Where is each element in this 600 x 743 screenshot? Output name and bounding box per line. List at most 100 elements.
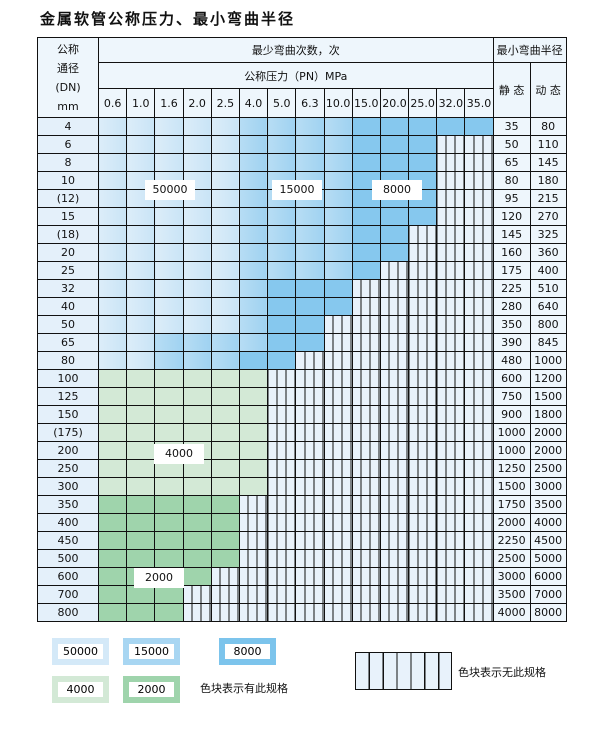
rating-cell-4000	[210, 369, 240, 388]
rating-cell-15000	[323, 243, 353, 262]
no-spec-cell	[436, 495, 466, 514]
no-spec-cell	[464, 261, 494, 280]
pressure-column-header: 10.0	[323, 88, 353, 118]
no-spec-cell	[295, 405, 325, 424]
rating-cell-2000	[154, 549, 184, 568]
no-spec-cell	[436, 207, 466, 226]
no-spec-cell	[295, 513, 325, 532]
no-spec-cell	[408, 387, 438, 406]
no-spec-cell	[323, 531, 353, 550]
legend-50000: 50000	[52, 638, 109, 665]
rating-cell-2000	[97, 495, 128, 514]
rating-cell-15000	[323, 261, 353, 280]
legend-4000: 4000	[52, 676, 109, 703]
rating-cell-4000	[182, 387, 212, 406]
rating-cell-50000	[97, 171, 128, 190]
no-spec-cell	[379, 603, 410, 622]
rating-cell-2000	[210, 513, 240, 532]
rating-cell-2000	[182, 531, 212, 550]
dn-cell: 200	[37, 441, 99, 460]
dn-cell: 300	[37, 477, 99, 496]
no-spec-cell	[351, 549, 381, 568]
rating-cell-50000	[154, 297, 184, 316]
rating-cell-2000	[154, 531, 184, 550]
rating-cell-50000	[97, 135, 128, 154]
zone-label-4000: 4000	[154, 444, 204, 464]
static-radius-cell: 160	[492, 243, 531, 262]
rating-cell-2000	[154, 585, 184, 604]
rating-cell-15000	[267, 117, 297, 136]
no-spec-cell	[238, 549, 269, 568]
rating-cell-2000	[97, 531, 128, 550]
rating-cell-15000	[182, 351, 212, 370]
zone-label-2000: 2000	[134, 568, 184, 588]
no-spec-cell	[436, 225, 466, 244]
rating-cell-4000	[238, 405, 269, 424]
rating-cell-2000	[97, 513, 128, 532]
rating-cell-4000	[238, 477, 269, 496]
no-spec-cell	[238, 567, 269, 586]
rating-cell-4000	[97, 405, 128, 424]
dn-cell: 600	[37, 567, 99, 586]
no-spec-cell	[379, 333, 410, 352]
pressure-column-header: 15.0	[351, 88, 381, 118]
static-radius-cell: 2000	[492, 513, 531, 532]
no-spec-cell	[295, 459, 325, 478]
table-row: 250 1250 2500	[37, 459, 567, 478]
pressure-column-header: 20.0	[379, 88, 410, 118]
rating-cell-2000	[154, 495, 184, 514]
dynamic-radius-cell: 270	[529, 207, 567, 226]
rating-cell-4000	[182, 477, 212, 496]
rating-cell-2000	[182, 549, 212, 568]
pressure-column-header: 1.6	[154, 88, 184, 118]
no-spec-cell	[323, 369, 353, 388]
rating-cell-4000	[182, 423, 212, 442]
rating-cell-4000	[238, 459, 269, 478]
header-row: 公称 通径 (DN) mm 最少弯曲次数，次 最小弯曲半径	[37, 37, 567, 118]
rating-cell-8000	[295, 315, 325, 334]
pressure-column-header: 1.0	[126, 88, 156, 118]
no-spec-cell	[351, 315, 381, 334]
rating-cell-50000	[97, 243, 128, 262]
dn-cell: (175)	[37, 423, 99, 442]
no-spec-cell	[408, 261, 438, 280]
no-spec-cell	[408, 243, 438, 262]
rating-cell-15000	[267, 207, 297, 226]
no-spec-cell	[436, 531, 466, 550]
rating-cell-4000	[97, 459, 128, 478]
rating-cell-8000	[351, 261, 381, 280]
rating-cell-15000	[238, 243, 269, 262]
rating-cell-4000	[97, 387, 128, 406]
pressure-column-header: 2.5	[210, 88, 240, 118]
rating-cell-4000	[238, 369, 269, 388]
no-spec-cell	[464, 423, 494, 442]
no-spec-cell	[210, 603, 240, 622]
no-spec-cell	[238, 603, 269, 622]
table-row: 40 280 640	[37, 297, 567, 316]
no-spec-cell	[323, 333, 353, 352]
no-spec-cell	[351, 405, 381, 424]
no-spec-cell	[436, 261, 466, 280]
rating-cell-8000	[408, 153, 438, 172]
rating-cell-8000	[351, 243, 381, 262]
no-spec-cell	[351, 351, 381, 370]
no-spec-cell	[464, 207, 494, 226]
table-row: 300 1500 3000	[37, 477, 567, 496]
rating-cell-15000	[267, 153, 297, 172]
rating-cell-8000	[379, 243, 410, 262]
no-spec-cell	[267, 567, 297, 586]
table-row: 150 900 1800	[37, 405, 567, 424]
no-spec-cell	[436, 603, 466, 622]
rating-cell-50000	[154, 207, 184, 226]
rating-cell-4000	[154, 387, 184, 406]
dn-header-line: 通径	[57, 61, 79, 75]
rating-cell-2000	[126, 495, 156, 514]
rating-cell-15000	[267, 135, 297, 154]
static-radius-cell: 480	[492, 351, 531, 370]
static-radius-cell: 1000	[492, 441, 531, 460]
legend-label: 4000	[58, 682, 103, 697]
radius-header: 最小弯曲半径	[492, 37, 567, 63]
rating-cell-4000	[238, 423, 269, 442]
static-radius-cell: 50	[492, 135, 531, 154]
rating-cell-8000	[267, 333, 297, 352]
